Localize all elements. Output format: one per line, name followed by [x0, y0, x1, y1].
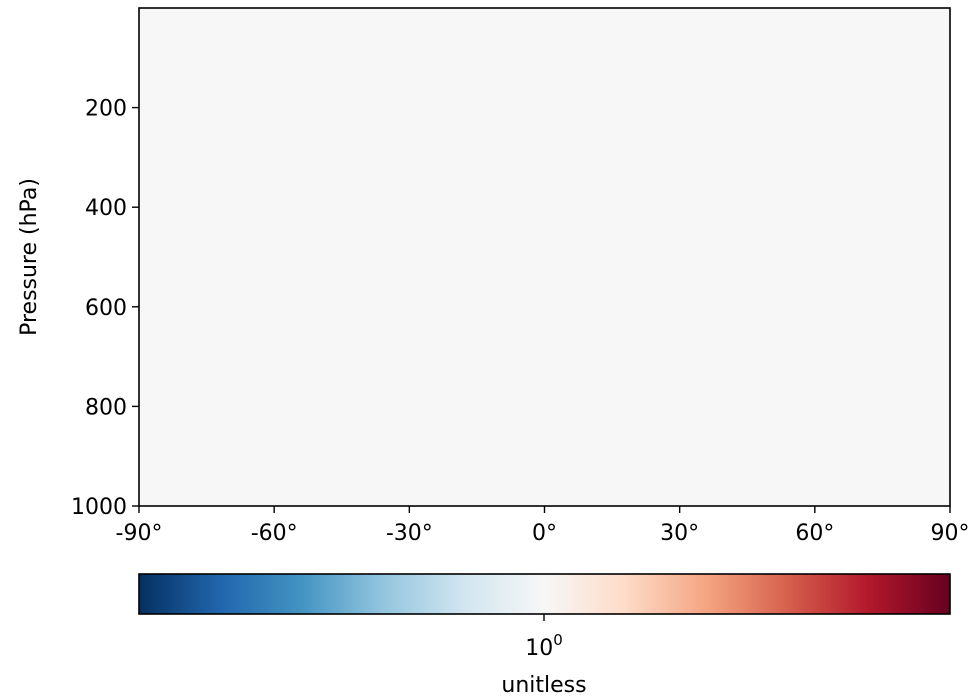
y-tick-label: 800 [85, 395, 127, 420]
x-tick-label: 30° [660, 521, 699, 546]
y-tick-label: 1000 [71, 495, 127, 520]
x-tick-label: 90° [931, 521, 970, 546]
y-axis-ticks: 200 400 600 800 1000 [71, 97, 139, 520]
y-axis-label: Pressure (hPa) [17, 178, 42, 336]
x-tick-label: -30° [386, 521, 433, 546]
y-tick-label: 400 [85, 196, 127, 221]
x-tick-label: -90° [116, 521, 163, 546]
colorbar-tick-label: 100 [525, 631, 563, 661]
y-tick-label: 600 [85, 296, 127, 321]
plot-field [139, 8, 950, 506]
x-tick-label: 0° [532, 521, 557, 546]
x-tick-label: -60° [251, 521, 298, 546]
colorbar-label: unitless [501, 673, 586, 698]
colorbar [138, 573, 951, 615]
x-tick-label: 60° [795, 521, 834, 546]
x-axis-ticks: -90° -60° -30° 0° 30° 60° 90° [116, 506, 970, 546]
y-tick-label: 200 [85, 97, 127, 122]
